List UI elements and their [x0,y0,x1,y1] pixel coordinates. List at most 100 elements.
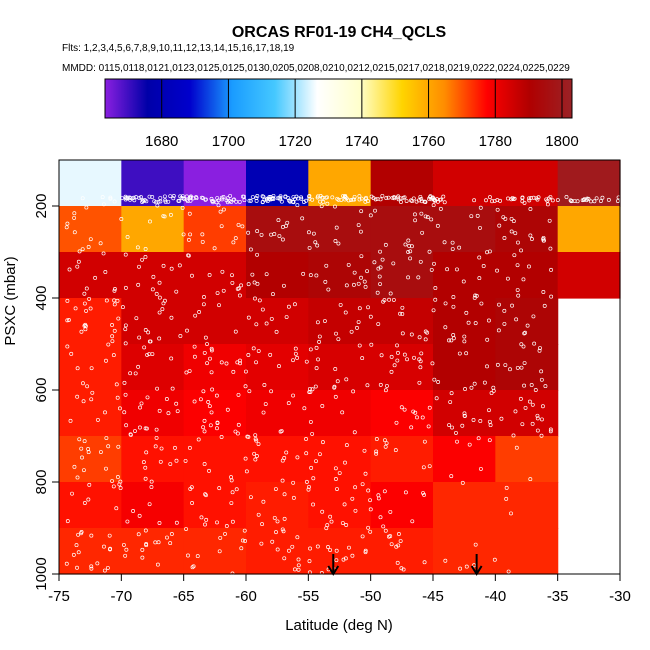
data-point [430,361,435,366]
data-point [143,246,148,251]
data-point [101,202,106,207]
data-point [120,196,124,201]
data-point [420,415,425,420]
data-point [447,423,451,427]
data-point [477,255,482,260]
data-point [431,308,436,313]
data-point [329,519,334,524]
data-point [86,497,91,502]
data-point [548,429,553,434]
data-point [87,482,92,487]
data-point [151,274,156,279]
data-point [157,310,162,315]
data-point [380,257,385,262]
data-point [110,339,115,344]
heatmap-cell [495,206,559,253]
data-point [146,330,151,335]
data-point [236,422,241,427]
heatmap-cell [59,206,122,253]
data-point [368,529,373,534]
data-point [488,195,492,200]
data-point [293,351,298,356]
data-point [395,560,400,565]
data-point [319,204,324,209]
data-point [368,498,373,503]
data-point [378,265,383,270]
data-point [311,231,316,236]
data-point [217,486,222,491]
data-point [350,496,355,501]
data-point [95,417,100,422]
data-point [528,207,533,211]
data-point [295,535,300,540]
data-point [467,442,472,447]
data-point [375,290,380,295]
data-point [388,509,393,514]
data-point [549,267,554,272]
colorbar-tick-label: 1700 [212,133,245,150]
data-point [247,389,252,394]
data-point [216,203,221,208]
data-point [121,542,126,547]
data-point [386,195,391,200]
data-point [427,464,432,469]
data-point [256,349,261,353]
data-point [280,237,285,242]
data-point [328,514,333,519]
data-point [110,323,114,327]
data-point [460,423,465,428]
x-tick-label: -70 [110,588,132,605]
data-point [409,332,414,337]
data-point [280,225,285,229]
data-point [296,563,301,568]
colorbar-tick-label: 1760 [412,133,445,150]
data-point [263,402,268,406]
data-point [202,429,207,434]
data-point [246,353,251,357]
data-point [335,487,339,491]
data-point [413,410,418,415]
data-point [87,296,92,301]
data-point [384,196,389,201]
colorbar-tick-label: 1720 [278,133,311,150]
data-point [449,474,454,479]
data-point [117,406,122,411]
data-point [516,240,520,245]
data-point [210,387,215,392]
data-point [443,558,448,563]
data-point [185,199,190,204]
data-point [338,302,343,307]
data-point [253,437,258,441]
data-point [137,425,142,430]
data-point [310,431,315,436]
data-point [240,538,245,543]
x-tick-label: -35 [547,588,569,605]
data-point [442,200,447,205]
data-point [523,405,528,410]
heatmap-cell [370,390,434,437]
data-point [438,206,443,211]
data-point [387,297,391,302]
data-point [104,466,108,471]
data-point [231,197,236,202]
data-point [220,197,224,202]
colorbar-bar [104,78,573,119]
heatmap-cell [246,436,309,483]
data-point [203,522,207,527]
heatmap-cell [246,252,309,299]
data-point [230,571,235,576]
data-point [284,315,289,320]
data-point [522,331,527,336]
data-point [328,548,333,552]
data-point [564,195,569,199]
data-point [142,345,147,350]
data-point [495,268,500,273]
data-point [422,560,427,565]
data-point [265,199,270,204]
data-point [357,306,362,311]
data-point [375,196,380,201]
data-point [98,241,103,246]
heatmap-cell [246,206,309,253]
data-point [115,474,120,479]
data-point [190,501,195,505]
